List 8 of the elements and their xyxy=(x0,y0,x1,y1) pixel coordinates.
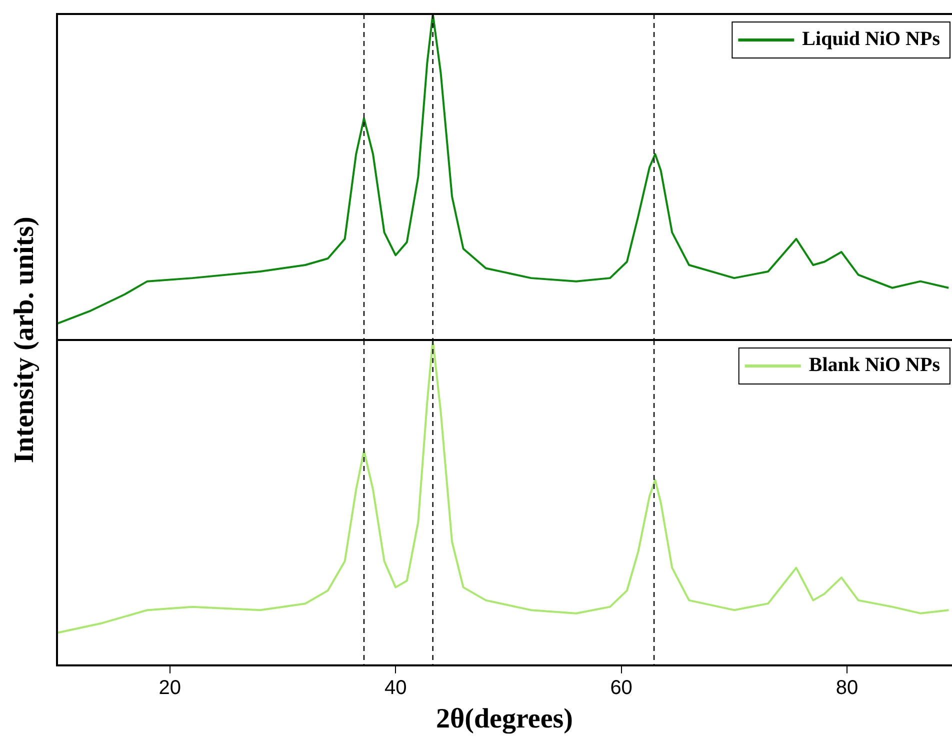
legend-label: Blank NiO NPs xyxy=(808,354,940,376)
x-tick-label: 80 xyxy=(836,676,858,699)
y-axis-title: Intensity (arb. units) xyxy=(9,216,41,464)
x-tick-label: 60 xyxy=(610,676,632,699)
x-tick-label: 20 xyxy=(158,676,181,699)
legend-label: Liquid NiO NPs xyxy=(802,28,940,50)
x-tick-label: 40 xyxy=(384,676,407,699)
x-axis-title: 2θ(degrees) xyxy=(436,703,573,734)
